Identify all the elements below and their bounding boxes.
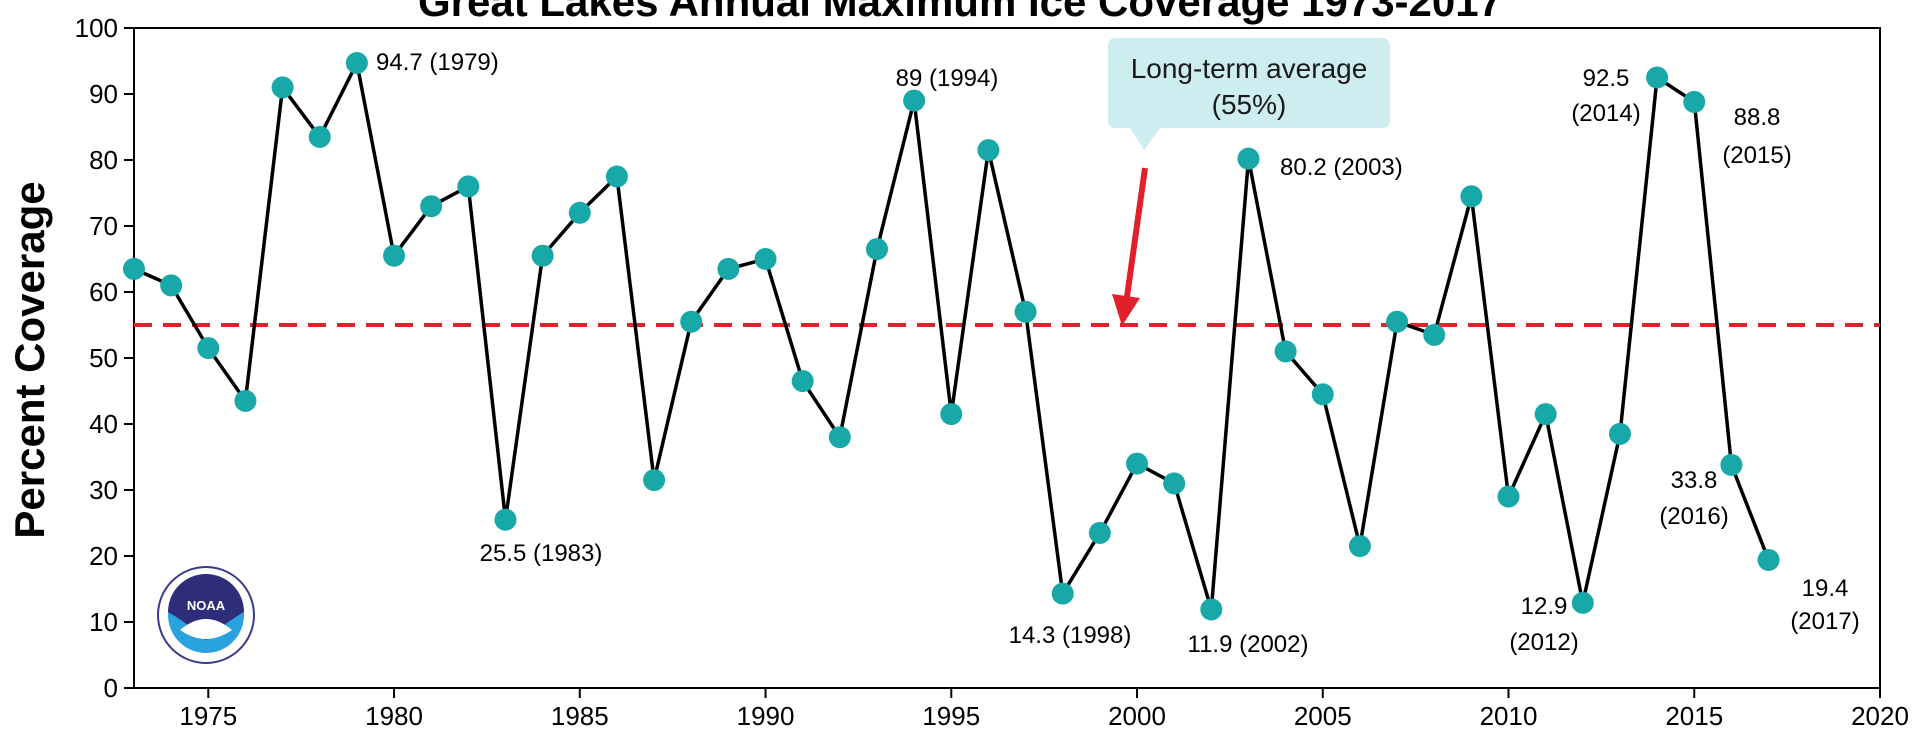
data-label: (2014): [1571, 100, 1640, 127]
data-point: [1311, 383, 1334, 406]
data-label: 25.5 (1983): [480, 540, 603, 567]
data-label: (2012): [1509, 629, 1578, 656]
data-point: [754, 248, 777, 270]
data-point: [1014, 300, 1037, 323]
data-point: [420, 195, 443, 218]
noaa-logo: NOAA: [157, 566, 255, 664]
data-label: 88.8: [1734, 104, 1781, 131]
data-point: [680, 310, 703, 333]
data-point: [643, 469, 666, 492]
callout-arrow: [1123, 167, 1148, 305]
data-point: [271, 76, 294, 99]
data-point: [865, 238, 888, 261]
data-point: [1088, 521, 1111, 544]
data-point: [1460, 185, 1483, 208]
chart-title: Great Lakes Annual Maximum Ice Coverage …: [418, 0, 1502, 25]
y-tick-label: 50: [89, 343, 118, 373]
data-point: [234, 389, 257, 412]
data-point: [717, 257, 740, 280]
data-point: [1497, 485, 1520, 508]
y-tick-label: 10: [89, 607, 118, 637]
series-line: [133, 57, 1771, 610]
data-point: [977, 139, 1000, 162]
data-label: 12.9: [1521, 593, 1568, 620]
y-tick-label: 90: [89, 79, 118, 109]
data-label: 14.3 (1998): [1009, 622, 1132, 649]
data-point: [494, 508, 517, 531]
data-point: [308, 125, 331, 148]
x-tick-label: 1980: [365, 701, 423, 728]
data-label: (2015): [1722, 142, 1791, 169]
data-point: [1423, 323, 1446, 346]
data-point: [791, 370, 814, 393]
data-point: [1757, 548, 1780, 571]
data-point: [568, 201, 591, 224]
y-tick-label: 40: [89, 409, 118, 439]
data-point: [1348, 535, 1371, 558]
x-tick-label: 2015: [1665, 701, 1723, 728]
data-point: [1274, 340, 1297, 363]
y-axis-label: Percent Coverage: [6, 181, 53, 538]
x-tick-label: 2005: [1294, 701, 1352, 728]
x-tick-label: 1975: [179, 701, 237, 728]
y-tick-label: 100: [75, 13, 118, 43]
data-point: [1163, 472, 1186, 495]
data-point: [940, 403, 963, 426]
callout-arrowhead: [1112, 294, 1140, 326]
data-label: (2016): [1659, 503, 1728, 530]
y-tick-label: 30: [89, 475, 118, 505]
data-point: [1386, 310, 1409, 333]
data-point: [1200, 598, 1223, 621]
data-label: 19.4: [1802, 575, 1849, 602]
y-tick-label: 80: [89, 145, 118, 175]
x-tick-label: 1985: [551, 701, 609, 728]
y-tick-label: 70: [89, 211, 118, 241]
callout-line1: Long-term average: [1131, 53, 1368, 84]
data-point: [903, 89, 926, 112]
data-label: 33.8: [1671, 467, 1718, 494]
data-point: [1237, 147, 1260, 170]
data-point: [160, 274, 183, 297]
logo-text: NOAA: [187, 598, 226, 613]
plot-frame: [133, 27, 1881, 689]
data-label: 80.2 (2003): [1280, 154, 1403, 181]
data-point: [1683, 90, 1706, 113]
x-tick-label: 1995: [922, 701, 980, 728]
y-tick-label: 20: [89, 541, 118, 571]
data-point: [605, 165, 628, 188]
data-point: [1720, 453, 1743, 476]
data-point: [123, 257, 145, 280]
data-point: [457, 175, 480, 198]
data-point: [197, 337, 220, 360]
y-tick-label: 60: [89, 277, 118, 307]
data-point: [1646, 66, 1669, 89]
data-label: 92.5: [1583, 65, 1630, 92]
data-label: (2017): [1790, 608, 1859, 635]
data-point: [1608, 422, 1631, 445]
data-point: [531, 244, 554, 267]
plot-area: 0 10 20 30 40 50 60 70 80 90 100 1975 1980 1985 1990 19…: [75, 13, 1909, 731]
data-label: 94.7 (1979): [376, 49, 499, 76]
data-point: [1051, 582, 1074, 605]
data-point: [828, 426, 851, 449]
y-tick-label: 0: [104, 673, 118, 703]
data-point: [1534, 403, 1557, 426]
data-label: 11.9 (2002): [1188, 631, 1309, 658]
x-tick-label: 2010: [1480, 701, 1538, 728]
data-label: 89 (1994): [896, 65, 999, 92]
callout-line2: (55%): [1212, 89, 1287, 120]
data-point: [1126, 452, 1149, 475]
callout-bubble: [1108, 38, 1390, 150]
x-tick-label: 2020: [1851, 701, 1909, 728]
data-point: [383, 244, 406, 267]
x-tick-label: 2000: [1108, 701, 1166, 728]
x-tick-label: 1990: [737, 701, 795, 728]
data-point: [345, 51, 368, 74]
data-point: [1571, 591, 1594, 614]
